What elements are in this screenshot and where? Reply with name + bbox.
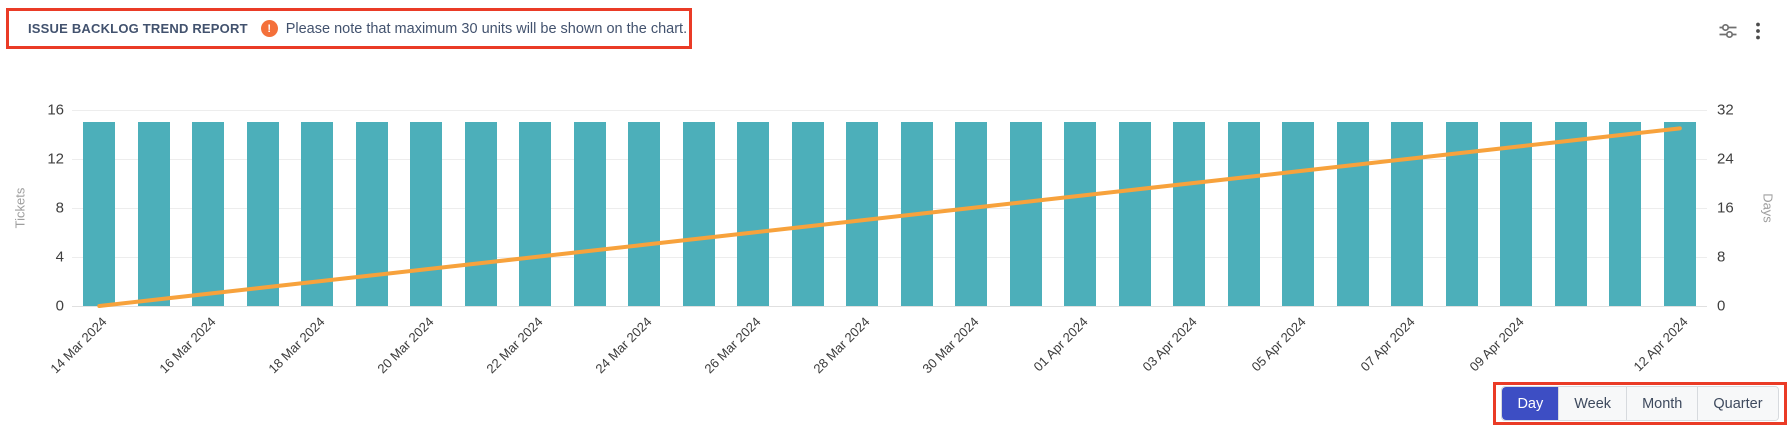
warning-icon: ! (260, 20, 278, 37)
y-axis-tick: 0 (55, 297, 64, 315)
y-axis-tick: 8 (55, 199, 64, 217)
right-y-axis: 0 8 16 24 32 (1717, 102, 1759, 315)
bar (464, 122, 497, 306)
bar (791, 122, 824, 306)
report-title: ISSUE BACKLOG TREND REPORT (28, 21, 248, 36)
kebab-menu-icon (1756, 22, 1760, 40)
bar (83, 122, 116, 306)
bar (1173, 122, 1206, 306)
bar (573, 122, 606, 306)
bar (682, 122, 715, 306)
y-axis-tick: 4 (55, 248, 64, 266)
bar (737, 122, 770, 306)
bar (1391, 122, 1424, 306)
y-axis-tick: 32 (1717, 101, 1734, 119)
annotation-box-period-selector: Day Week Month Quarter (1493, 382, 1787, 425)
period-selector: Day Week Month Quarter (1501, 386, 1779, 421)
bar (1227, 122, 1260, 306)
chart-plot (72, 110, 1707, 308)
bar (519, 122, 552, 306)
period-button-quarter[interactable]: Quarter (1697, 387, 1778, 420)
sliders-icon (1719, 23, 1737, 39)
chart-settings-button[interactable] (1712, 15, 1744, 47)
bar (1663, 122, 1696, 306)
bar (1009, 122, 1042, 306)
y-axis-tick: 16 (1717, 199, 1734, 217)
period-button-month[interactable]: Month (1626, 387, 1698, 420)
bar (1445, 122, 1478, 306)
y-axis-tick: 8 (1717, 248, 1726, 266)
period-button-week[interactable]: Week (1558, 387, 1627, 420)
y-axis-tick: 24 (1717, 150, 1734, 168)
period-button-day[interactable]: Day (1502, 387, 1559, 420)
bar (355, 122, 388, 306)
bar (301, 122, 334, 306)
bar (846, 122, 879, 306)
y-axis-tick: 16 (47, 101, 64, 119)
bar (246, 122, 279, 306)
bar (1118, 122, 1151, 306)
note: ! Please note that maximum 30 units will… (260, 20, 688, 37)
bar (137, 122, 170, 306)
right-axis-title: Days (1760, 193, 1776, 223)
bar (1609, 122, 1642, 306)
bar (1500, 122, 1533, 306)
y-axis-tick: 12 (47, 150, 64, 168)
note-text: Please note that maximum 30 units will b… (285, 20, 688, 37)
bar (900, 122, 933, 306)
bar (1554, 122, 1587, 306)
bar (192, 122, 225, 306)
y-axis-tick: 0 (1717, 297, 1726, 315)
more-options-button[interactable] (1742, 15, 1774, 47)
bar (410, 122, 443, 306)
bar (1282, 122, 1315, 306)
left-y-axis: 0 4 8 12 16 (0, 102, 64, 315)
bar (628, 122, 661, 306)
bar (1336, 122, 1369, 306)
bar (1064, 122, 1097, 306)
annotation-box-header: ISSUE BACKLOG TREND REPORT ! Please note… (6, 8, 692, 49)
gridline (72, 306, 1707, 307)
bar (955, 122, 988, 306)
gridline (72, 110, 1707, 111)
